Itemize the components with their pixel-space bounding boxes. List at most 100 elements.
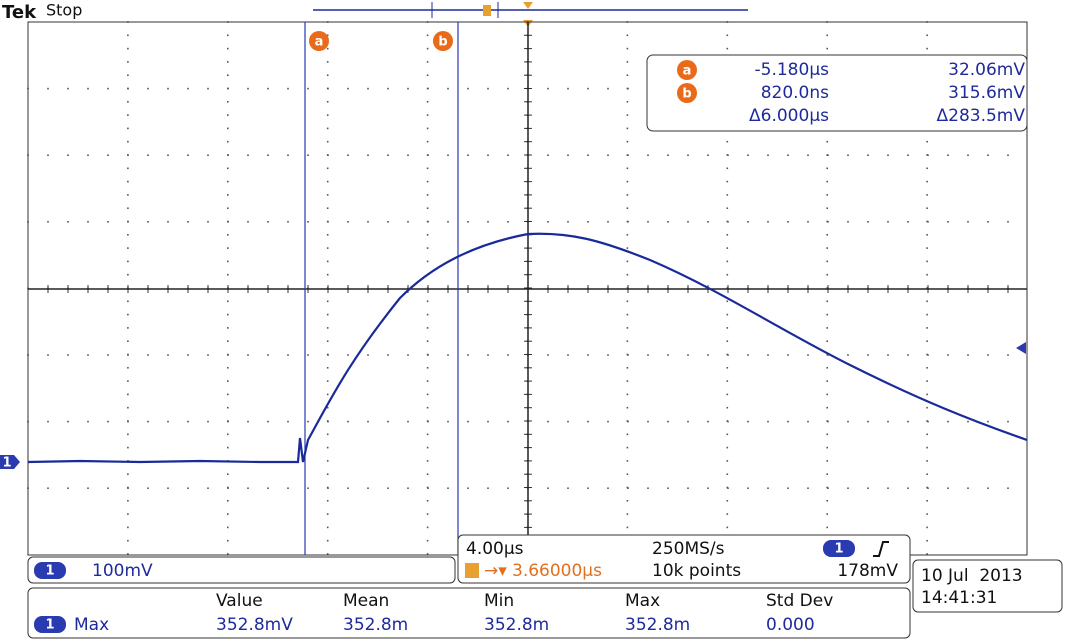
grid-dot [426,393,429,396]
grid-dot [227,140,229,143]
trigger-slope-icon [873,541,889,557]
grid-dot [867,154,869,156]
grid-dot [227,207,229,209]
grid-dot [826,446,828,449]
grid-dot [827,354,829,356]
grid-dot [726,273,729,276]
grid-dot [807,354,809,356]
grid-dot [926,539,928,542]
grid-dot [287,354,289,356]
grid-dot [626,34,629,37]
grid-dot [127,487,129,489]
grid-dot [426,207,429,209]
grid-dot [127,539,129,542]
readout-voltage: 315.6mV [948,83,1025,103]
grid-dot [626,473,629,475]
grid-dot [426,247,429,249]
grid-dot [926,140,928,143]
grid-dot [707,221,709,223]
grid-dot [307,354,309,356]
grid-dot [227,87,229,90]
grid-dot [667,354,669,356]
grid-dot [326,273,329,276]
grid-dot [267,154,269,156]
grid-dot [367,87,369,90]
grid-dot [487,354,489,356]
readout-badge [677,60,697,80]
grid-dot [827,487,829,489]
grid-dot [127,101,129,103]
grid-dot [647,221,649,223]
brand: Tek [2,2,37,23]
grid-dot [127,500,129,502]
grid-dot [687,221,689,223]
grid-dot [267,487,269,489]
grid-dot [326,473,329,475]
grid-dot [347,221,349,223]
grid-dot [407,154,409,156]
grid-dot [687,487,689,489]
grid-dot [426,553,429,555]
grid-dot [687,420,689,423]
grid-dot [726,194,729,196]
grid-dot [747,420,749,423]
grid-dot [287,487,289,489]
grid-dot [867,221,869,223]
grid-dot [407,487,409,489]
grid-dot [326,101,329,103]
grid-dot [926,420,928,422]
grid-dot [826,47,828,50]
grid-dot [326,446,329,449]
grid-dot [287,420,289,423]
grid-dot [467,221,469,223]
grid-dot [826,433,828,436]
grid-dot [247,87,249,90]
grid-dot [826,34,828,37]
grid-dot [427,487,429,489]
grid-dot [507,487,509,489]
grid-dot [326,460,329,462]
grid-dot [887,221,889,223]
channel-box [27,556,456,584]
grid-dot [227,74,229,76]
grid-dot [307,420,309,423]
grid-dot [426,101,429,103]
grid-dot [1007,221,1009,223]
grid-dot [647,154,649,156]
readout-rows: a -5.180µs 32.06mV b 820.0ns 315.6mV Δ6.000µs Δ… [677,60,1025,126]
grid-dot [326,380,329,382]
channel-marker-label: 1 [2,456,11,471]
grid-dot [807,221,809,223]
grid-dot [387,354,389,356]
grid-dot [926,460,928,462]
record-length: 10k points [652,561,741,581]
grid-dot [67,354,69,356]
grid-dot [807,487,809,489]
grid-dot [227,114,229,116]
grid-dot [326,539,329,542]
grid-dot [726,433,729,436]
grid-dot [147,420,149,423]
grid-dot [127,433,129,436]
grid-dot [926,446,928,449]
grid-dot [987,420,989,423]
grid-dot [127,340,129,342]
grid-dot [826,473,828,475]
grid-dot [426,167,429,170]
grid-dot [507,87,509,90]
grid-dot [727,354,729,356]
grid-dot [626,260,629,263]
grid-dot [127,221,129,223]
grid-dot [787,487,789,489]
grid-dot [127,406,129,409]
measurement-value: 352.8m [484,615,549,635]
grid-dot [326,553,329,555]
grid-dot [626,500,629,502]
grid-dot [207,87,209,90]
grid-dot [927,487,929,489]
grid-dot [426,473,429,475]
grid-dot [726,367,729,369]
grid-dot [147,87,149,90]
grid-dot [607,487,609,489]
grid-dot [67,420,69,423]
